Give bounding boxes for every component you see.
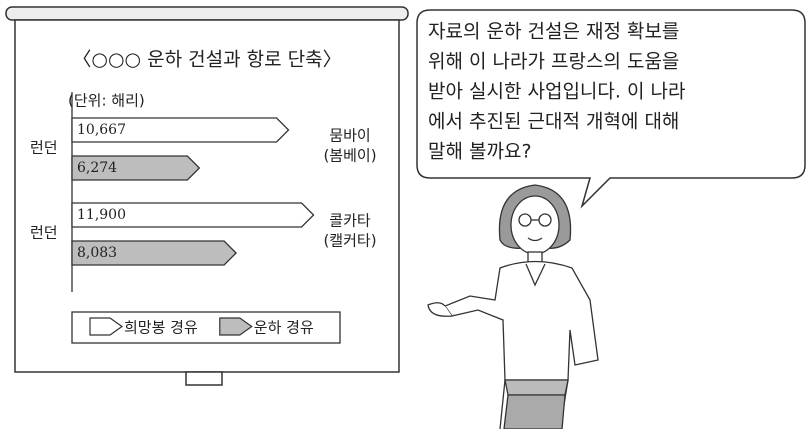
bar: [71, 202, 315, 228]
bubble-line: 자료의 운하 건설은 재정 확보를: [428, 21, 679, 43]
value-label: 10,667: [77, 122, 126, 138]
origin-label: 런던: [30, 139, 58, 157]
category-label: 뭄바이: [329, 127, 370, 145]
chart: 런던뭄바이(봄베이)10,6676,274런던콜카타(캘커타)11,9008,0…: [30, 117, 377, 337]
category-label: 콜카타: [329, 212, 371, 230]
category-label: (캘커타): [323, 232, 376, 250]
unit-label: (단위: 해리): [68, 92, 145, 110]
teacher: [427, 184, 599, 429]
bar: [71, 155, 201, 181]
bar: [71, 240, 238, 266]
category-label: (봄베이): [323, 147, 376, 165]
bubble-line: 에서 추진된 근대적 개혁에 대해: [428, 111, 679, 133]
bubble-line: 위해 이 나라가 프랑스의 도움을: [428, 51, 679, 73]
bubble-line: 말해 볼까요?: [428, 141, 532, 163]
value-label: 6,274: [77, 160, 117, 176]
legend-label: 운하 경유: [254, 319, 314, 337]
value-label: 8,083: [77, 245, 117, 261]
legend-swatch: [219, 317, 253, 336]
legend-swatch: [89, 317, 124, 336]
bar: [71, 117, 290, 143]
chart-title: 〈○○○ 운하 건설과 항로 단축〉: [72, 49, 341, 71]
speech-bubble: [416, 9, 806, 209]
origin-label: 런던: [30, 224, 58, 242]
bubble-line: 받아 실시한 사업입니다. 이 나라: [428, 81, 685, 103]
value-label: 11,900: [77, 207, 126, 223]
legend-label: 희망봉 경유: [124, 319, 198, 337]
